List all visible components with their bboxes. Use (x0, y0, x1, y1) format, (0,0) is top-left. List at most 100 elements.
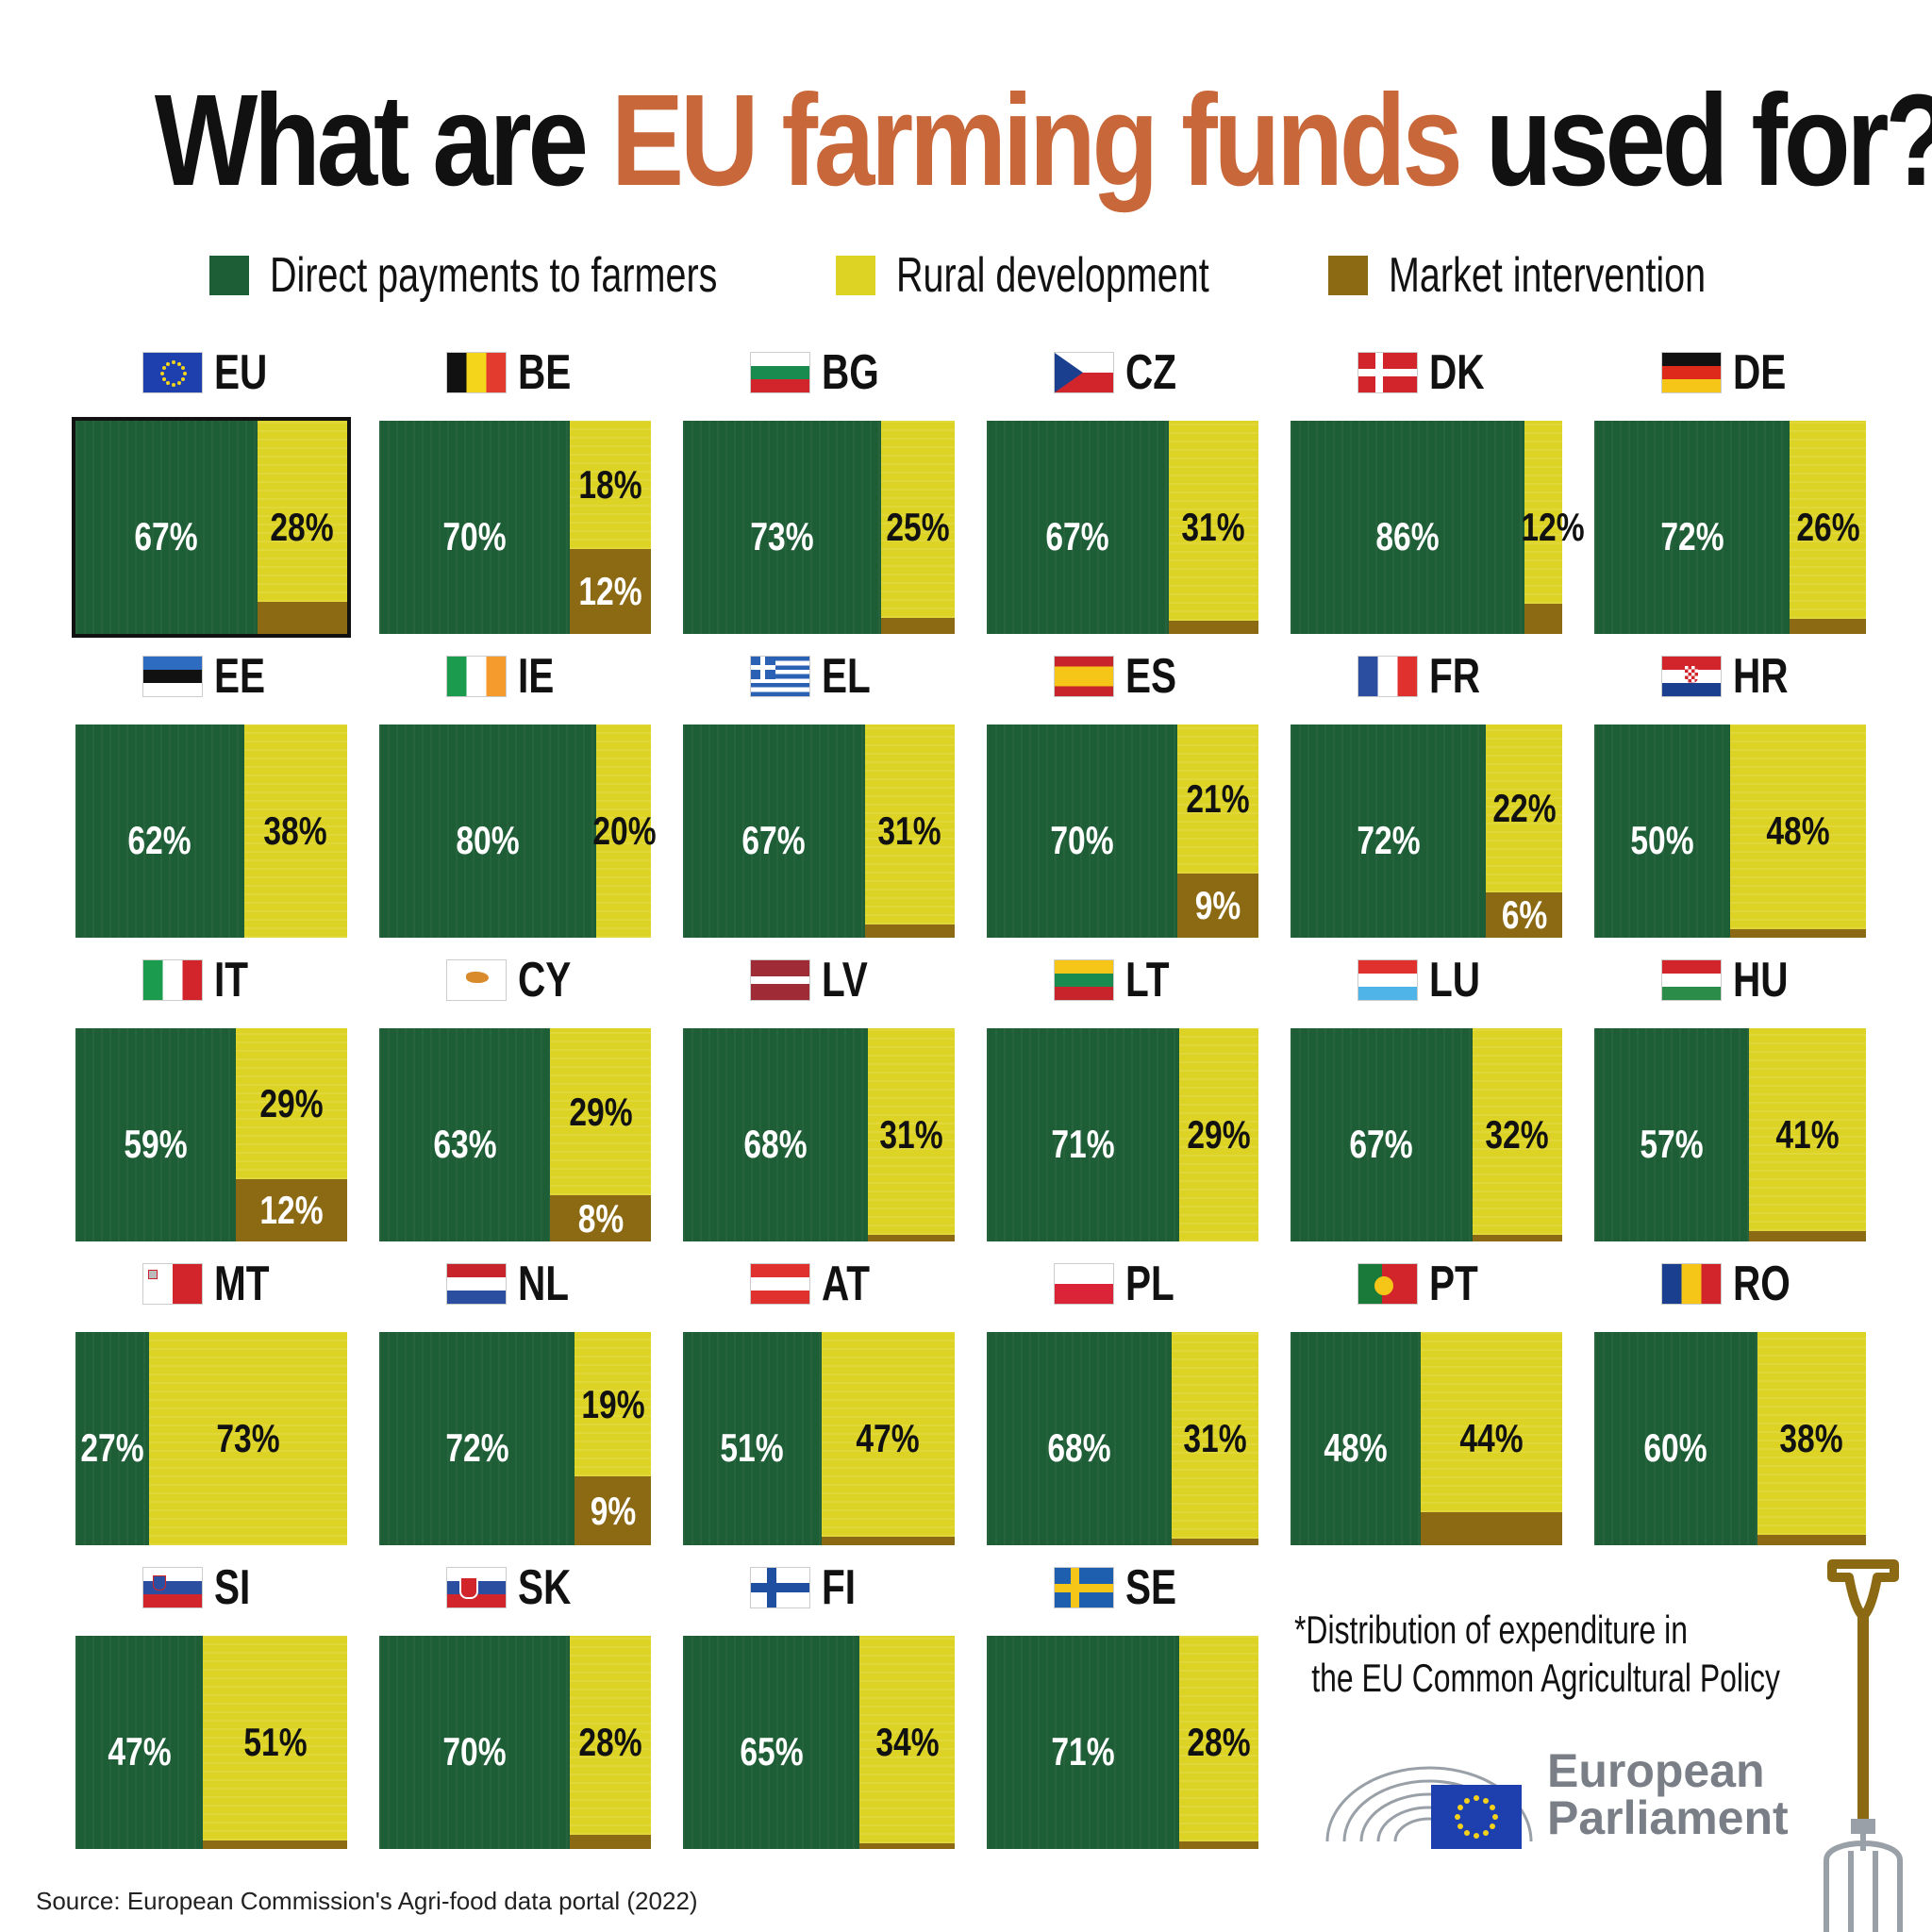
bar-rural (1730, 724, 1866, 929)
country-cell-at: AT 51% 47% (683, 1257, 955, 1545)
country-header: PT (1291, 1257, 1562, 1311)
bar-rural (821, 1332, 955, 1537)
label-direct: 63% (433, 1122, 497, 1166)
bar-direct (987, 1636, 1180, 1849)
label-rural: 29% (259, 1080, 324, 1125)
bar-rural (203, 1636, 347, 1841)
country-header: IE (379, 649, 651, 704)
pt-flag-icon (1357, 1263, 1418, 1305)
bar-market (881, 618, 955, 634)
country-code: HR (1733, 649, 1789, 704)
country-header: HR (1594, 649, 1866, 704)
lt-flag-icon (1054, 959, 1114, 1001)
bar-direct (683, 421, 882, 634)
country-code: PL (1125, 1257, 1174, 1311)
country-header: FI (683, 1560, 955, 1615)
country-code: SI (214, 1560, 251, 1615)
si-flag-icon (142, 1567, 203, 1608)
stacked-box: 48% 44% (1291, 1332, 1562, 1545)
bar-direct (75, 421, 258, 634)
bar-direct (1291, 1028, 1473, 1241)
bar-direct (1594, 1332, 1757, 1545)
bar-direct (1291, 1332, 1422, 1545)
country-cell-hu: HU 57% 41% (1594, 953, 1866, 1241)
stacked-box: 59% 29% 12% (75, 1028, 347, 1241)
stacked-box: 72% 19% 9% (379, 1332, 651, 1545)
stacked-box: 72% 22% 6% (1291, 724, 1562, 938)
bar-rural (1179, 1636, 1258, 1842)
stacked-box: 65% 34% (683, 1636, 955, 1849)
legend-label-direct: Direct payments to farmers (270, 248, 718, 303)
label-rural: 28% (578, 1720, 642, 1764)
bar-market (569, 1834, 651, 1849)
ee-flag-icon (142, 656, 203, 697)
stacked-box: 50% 48% (1594, 724, 1866, 938)
de-flag-icon (1661, 352, 1722, 393)
label-direct: 70% (1050, 818, 1114, 862)
lv-flag-icon (750, 959, 810, 1001)
country-header: HU (1594, 953, 1866, 1008)
page-title: What are EU farming funds used for?* (155, 75, 1932, 206)
bar-direct (987, 1028, 1180, 1241)
label-direct: 72% (1660, 514, 1724, 558)
bar-direct (1594, 1028, 1750, 1241)
bar-direct (1594, 421, 1790, 634)
legend-label-rural: Rural development (896, 248, 1209, 303)
label-rural: 19% (581, 1381, 645, 1426)
country-code: HU (1733, 953, 1789, 1008)
country-header: LU (1291, 953, 1562, 1008)
bar-direct (379, 421, 570, 634)
country-code: RO (1733, 1257, 1790, 1311)
stacked-box: 70% 18% 12% (379, 421, 651, 634)
label-market: 12% (259, 1187, 324, 1232)
bar-rural (867, 1028, 955, 1235)
country-code: BG (822, 345, 879, 400)
bar-direct (683, 1636, 860, 1849)
label-market: 12% (578, 568, 642, 613)
country-header: DE (1594, 345, 1866, 400)
stacked-box: 67% 28% (72, 417, 351, 638)
pl-flag-icon (1054, 1263, 1114, 1305)
country-cell-ro: RO 60% 38% (1594, 1257, 1866, 1545)
label-direct: 48% (1324, 1425, 1388, 1470)
bar-market (859, 1842, 955, 1849)
country-code: DK (1429, 345, 1485, 400)
country-code: IT (214, 953, 249, 1008)
se-flag-icon (1054, 1567, 1114, 1608)
bar-direct (683, 724, 865, 938)
european-parliament-logo (1325, 1766, 1533, 1849)
bar-market (1749, 1231, 1866, 1241)
eu-stars-icon (1455, 1795, 1498, 1839)
country-header: AT (683, 1257, 955, 1311)
bar-rural (1179, 1028, 1258, 1241)
country-code: BE (518, 345, 572, 400)
stacked-box: 67% 31% (987, 421, 1258, 634)
label-rural: 20% (592, 808, 658, 853)
eu-flag-icon (1431, 1785, 1522, 1849)
label-rural: 28% (270, 505, 335, 549)
label-rural: 38% (263, 808, 327, 853)
label-direct: 72% (445, 1425, 509, 1470)
label-rural: 12% (1521, 505, 1585, 549)
country-code: EU (214, 345, 268, 400)
label-direct: 51% (720, 1425, 785, 1470)
bar-direct (379, 724, 597, 938)
label-direct: 71% (1051, 1729, 1115, 1774)
label-rural: 41% (1775, 1112, 1840, 1157)
stacked-box: 67% 32% (1291, 1028, 1562, 1241)
bar-direct (379, 1636, 570, 1849)
bar-direct (75, 1636, 204, 1849)
bar-direct (75, 1028, 236, 1241)
country-code: CZ (1125, 345, 1177, 400)
bar-market (575, 1476, 651, 1545)
label-direct: 57% (1640, 1122, 1704, 1166)
bar-rural (596, 724, 651, 938)
country-cell-it: IT 59% 29% 12% (75, 953, 347, 1241)
country-header: LV (683, 953, 955, 1008)
country-code: MT (214, 1257, 270, 1311)
label-rural: 28% (1187, 1720, 1251, 1764)
nl-flag-icon (446, 1263, 507, 1305)
bar-market (1472, 1235, 1562, 1241)
country-code: DE (1733, 345, 1787, 400)
bar-rural (550, 1028, 651, 1196)
